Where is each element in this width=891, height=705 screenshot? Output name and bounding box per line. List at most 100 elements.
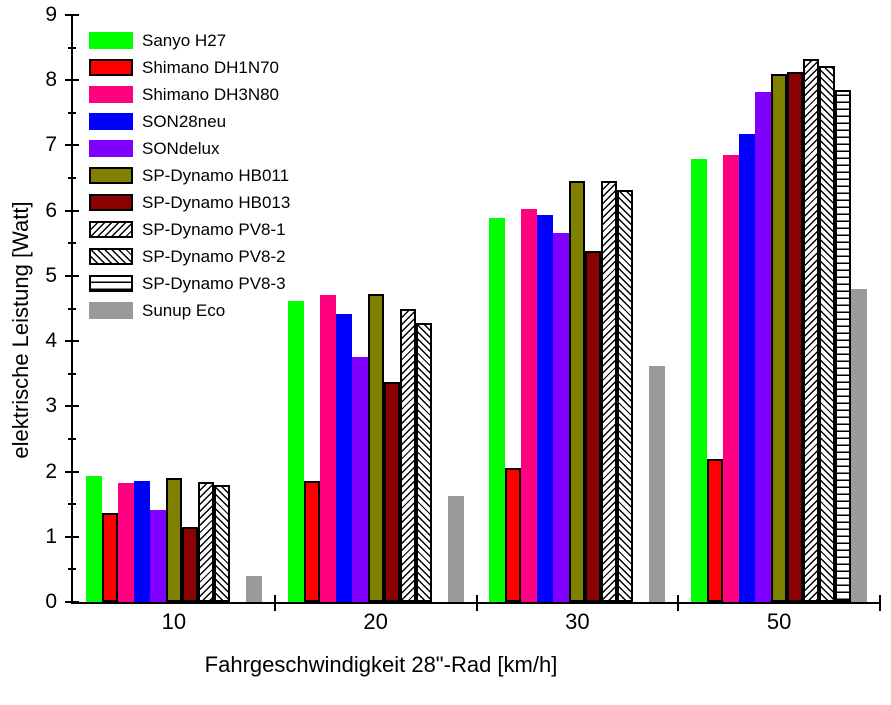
y-tick-label: 4 (45, 329, 57, 353)
legend-item: SP-Dynamo HB013 (89, 189, 290, 216)
bar-son28neu-50 (739, 133, 756, 602)
bar-sondelux-30 (553, 232, 570, 602)
legend-item: Sunup Eco (89, 297, 290, 324)
bar-sp-dynamo-hb011-10 (165, 478, 182, 602)
bar-shimano-dh1n70-50 (707, 458, 724, 602)
legend-label: SONdelux (142, 138, 220, 158)
legend-item: SP-Dynamo PV8-3 (89, 270, 290, 297)
bar-sp-dynamo-hb011-30 (569, 181, 586, 602)
y-minor-tick (68, 568, 76, 571)
legend-item: SP-Dynamo PV8-2 (89, 243, 290, 270)
legend-swatch-sunup-eco (89, 302, 133, 319)
legend-item: Sanyo H27 (89, 27, 290, 54)
y-tick-label: 6 (45, 198, 57, 222)
bar-son28neu-10 (133, 481, 150, 602)
y-major-tick (65, 209, 79, 212)
y-tick-label: 7 (45, 133, 57, 157)
plot-area: Sanyo H27 Shimano DH1N70 Shimano DH3N80 SON… (45, 3, 881, 634)
legend-label: Shimano DH3N80 (142, 84, 280, 104)
legend-swatch-sanyo-h27 (89, 32, 133, 49)
bar-sanyo-h27-30 (489, 217, 506, 602)
x-axis-title: Fahrgeschwindigkeit 28"-Rad [km/h] (204, 652, 558, 677)
x-boundary-tick (879, 595, 881, 611)
y-minor-tick (68, 242, 76, 245)
y-tick-label: 9 (45, 3, 57, 26)
bar-shimano-dh3n80-50 (723, 154, 740, 602)
legend-swatch-shimano-dh3n80 (89, 86, 133, 103)
legend-label: SP-Dynamo PV8-3 (142, 273, 286, 293)
bar-sunup-eco-50 (851, 288, 868, 602)
y-tick-label: 1 (45, 524, 57, 548)
bar-sp-dynamo-pv8-2-10 (213, 485, 230, 602)
legend-swatch-sondelux (89, 140, 133, 157)
bar-sp-dynamo-pv8-1-20 (399, 308, 416, 602)
x-boundary-tick (475, 595, 478, 611)
y-minor-tick (68, 111, 76, 114)
bar-shimano-dh3n80-20 (319, 295, 336, 602)
y-major-tick (65, 14, 79, 16)
legend-label: SP-Dynamo HB011 (142, 165, 290, 185)
bar-sp-dynamo-hb013-50 (787, 72, 804, 602)
x-boundary-tick (677, 595, 680, 611)
legend-swatch-shimano-dh1n70 (89, 59, 133, 76)
y-tick-label: 0 (45, 590, 57, 613)
legend-swatch-sp-dynamo-hb011 (89, 167, 133, 184)
legend-swatch-sp-dynamo-pv8-3 (89, 275, 133, 292)
bar-sunup-eco-10 (245, 575, 262, 602)
legend-item: Shimano DH3N80 (89, 81, 290, 108)
y-major-tick (65, 601, 79, 603)
y-minor-tick (68, 46, 76, 49)
bar-shimano-dh1n70-30 (505, 467, 522, 602)
y-tick-label: 8 (45, 68, 57, 92)
bar-sp-dynamo-hb011-20 (367, 294, 384, 602)
y-major-tick (65, 470, 79, 473)
y-major-tick (65, 79, 79, 82)
bar-sp-dynamo-hb013-30 (585, 251, 602, 602)
bar-sunup-eco-20 (447, 495, 464, 602)
bar-son28neu-20 (335, 314, 352, 602)
legend-label: SON28neu (142, 111, 227, 131)
bar-son28neu-30 (537, 215, 554, 602)
y-major-tick (65, 535, 79, 538)
bar-sp-dynamo-pv8-1-50 (803, 58, 820, 602)
y-minor-tick (68, 307, 76, 310)
x-boundary-tick (273, 595, 276, 611)
legend: Sanyo H27 Shimano DH1N70 Shimano DH3N80 SON… (89, 27, 290, 324)
bar-sanyo-h27-20 (287, 300, 304, 602)
y-minor-tick (68, 503, 76, 506)
legend-swatch-sp-dynamo-pv8-1 (89, 221, 133, 238)
y-tick-label: 5 (45, 263, 57, 287)
bar-sp-dynamo-pv8-3-50 (835, 90, 852, 602)
legend-label: Sunup Eco (142, 300, 226, 320)
bar-sp-dynamo-hb011-50 (771, 73, 788, 602)
legend-item: Shimano DH1N70 (89, 54, 290, 81)
bar-shimano-dh3n80-30 (521, 209, 538, 602)
bar-shimano-dh1n70-10 (101, 512, 118, 602)
bar-sp-dynamo-hb013-20 (383, 381, 400, 602)
legend-label: Shimano DH1N70 (142, 57, 280, 77)
bar-sanyo-h27-50 (691, 158, 708, 602)
bar-sp-dynamo-pv8-2-50 (819, 65, 836, 602)
legend-item: SON28neu (89, 108, 290, 135)
y-major-tick (65, 340, 79, 343)
bar-sunup-eco-30 (649, 365, 666, 602)
legend-item: SP-Dynamo HB011 (89, 162, 290, 189)
legend-item: SONdelux (89, 135, 290, 162)
bar-sondelux-50 (755, 91, 772, 602)
bar-sp-dynamo-hb013-10 (181, 527, 198, 602)
bar-shimano-dh1n70-20 (303, 480, 320, 602)
bar-sp-dynamo-pv8-1-10 (197, 482, 214, 602)
bar-sp-dynamo-pv8-2-20 (415, 322, 432, 602)
bar-sp-dynamo-pv8-2-30 (617, 190, 634, 602)
legend-label: SP-Dynamo PV8-1 (142, 219, 286, 239)
legend-label: Sanyo H27 (142, 30, 227, 50)
x-tick-label: 50 (766, 609, 792, 634)
y-major-tick (65, 405, 79, 408)
bar-sanyo-h27-10 (85, 476, 102, 602)
y-major-tick (65, 144, 79, 147)
legend-label: SP-Dynamo HB013 (142, 192, 291, 212)
bar-sondelux-20 (351, 357, 368, 602)
bar-sp-dynamo-pv8-1-30 (601, 180, 618, 602)
bar-sondelux-10 (149, 510, 166, 602)
